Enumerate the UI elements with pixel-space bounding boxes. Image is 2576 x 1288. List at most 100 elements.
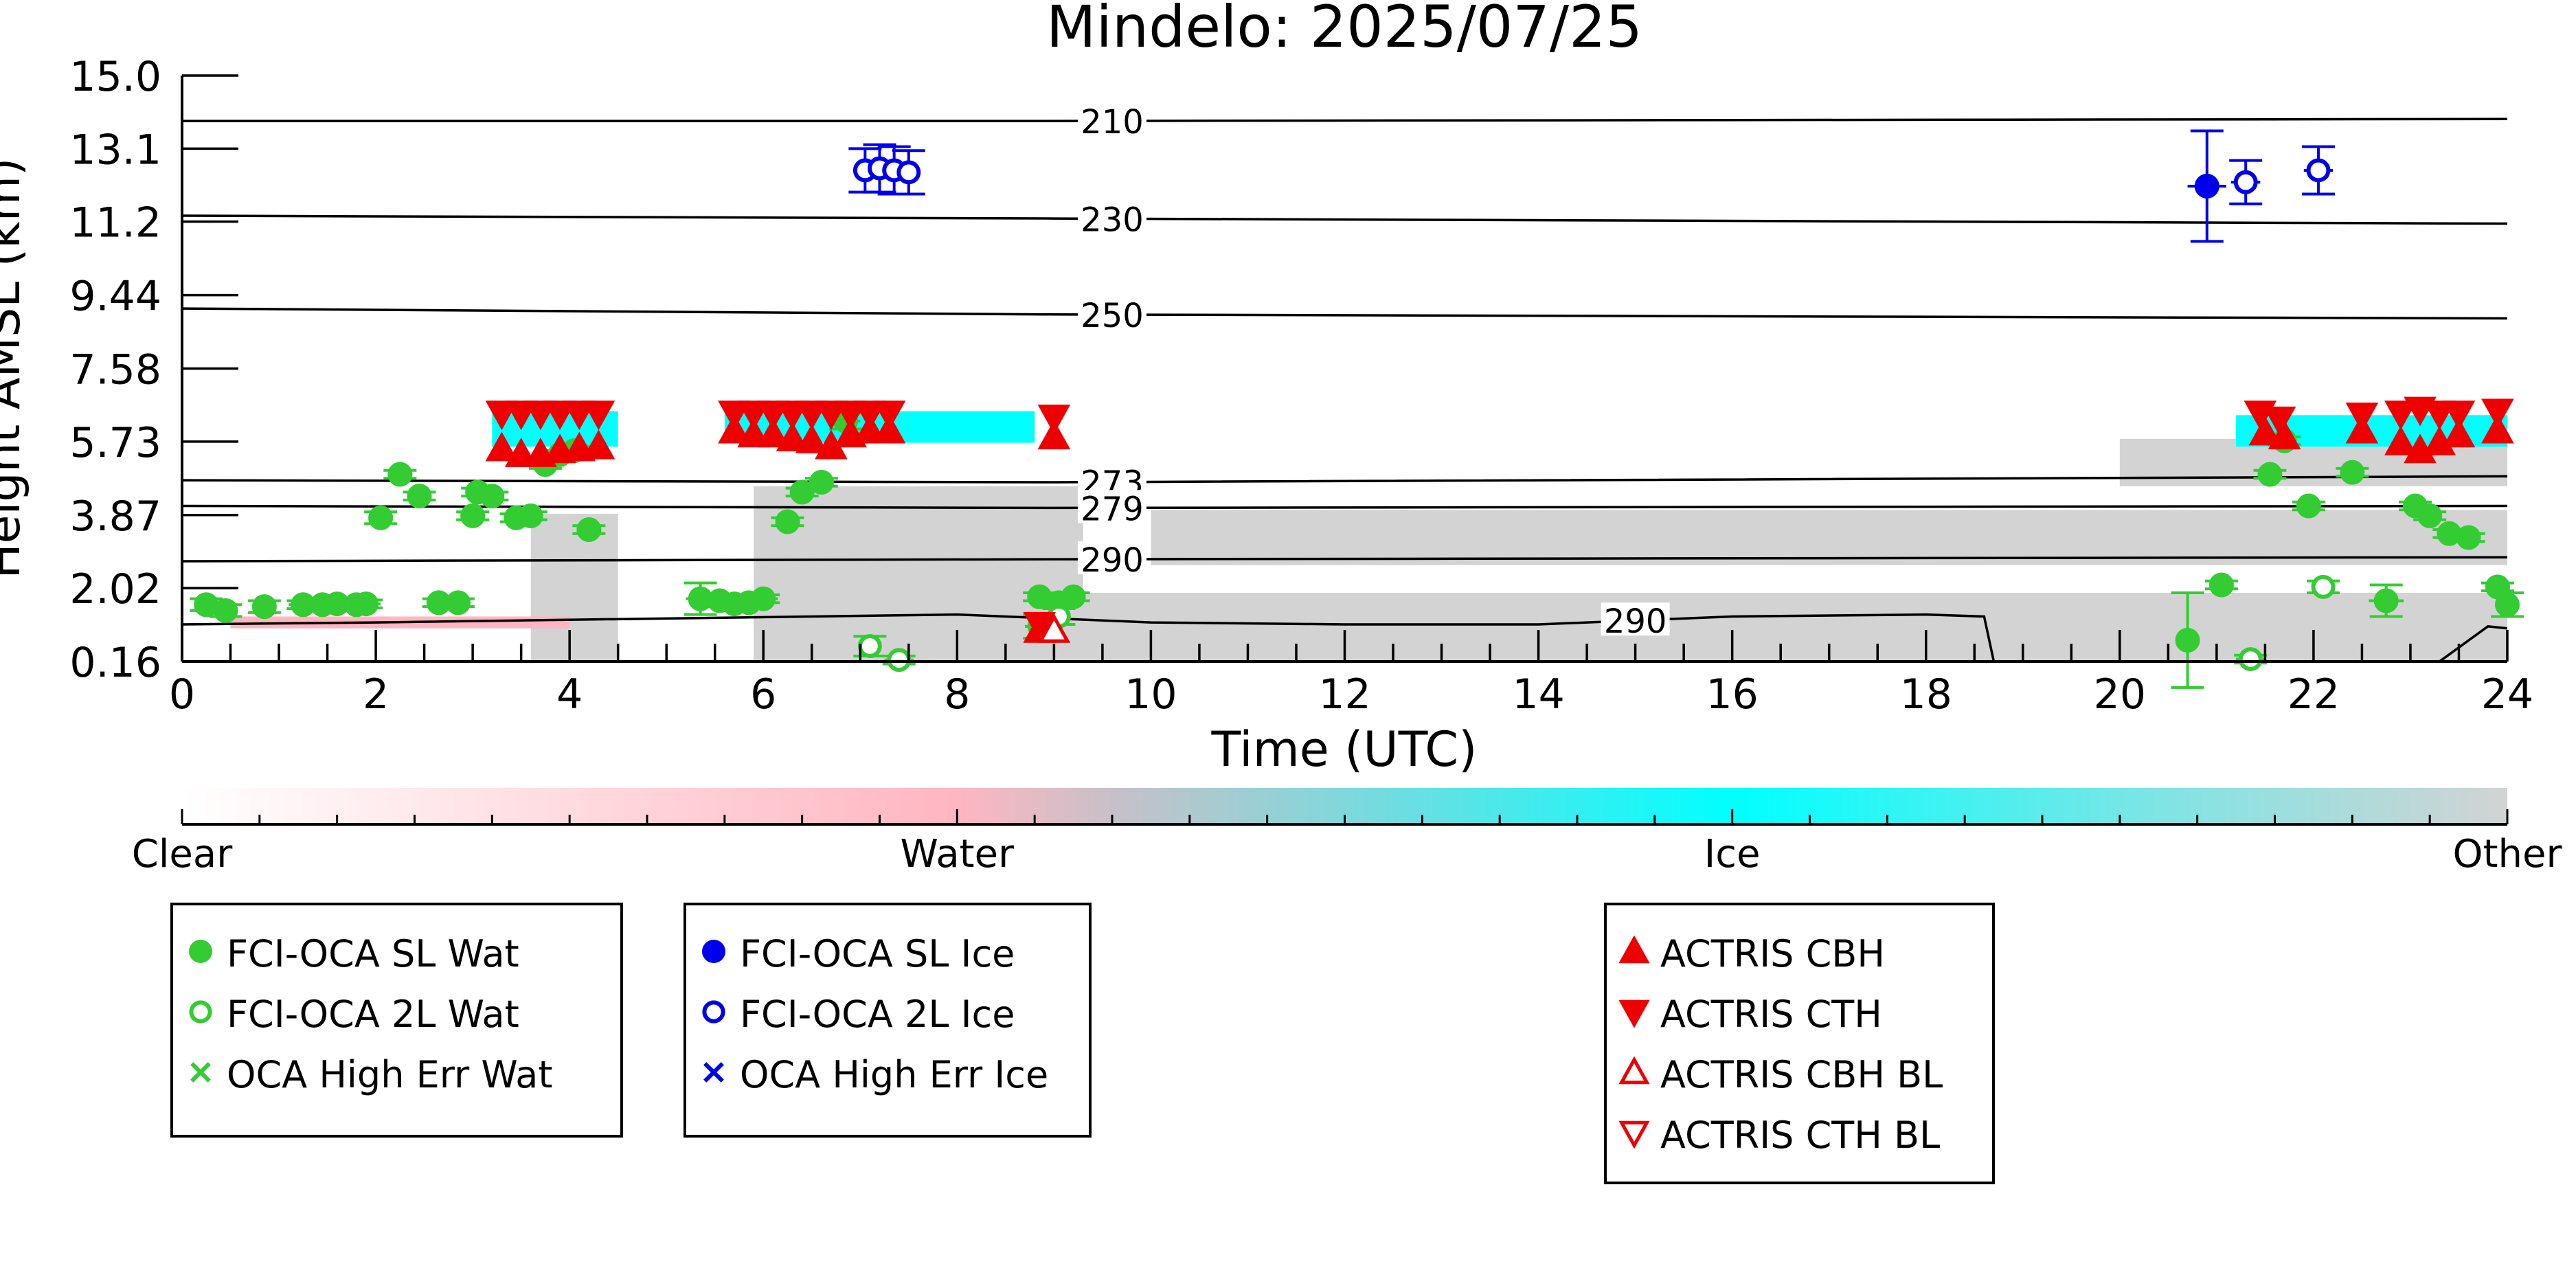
x-tick-label: 20	[2094, 670, 2146, 719]
y-tick-label: 13.1	[69, 126, 161, 174]
fci-oca-2l-ice-point	[896, 160, 921, 185]
fci-oca-sl-wat-point	[576, 517, 602, 543]
legend-marker	[703, 1062, 724, 1083]
x-tick-label: 4	[556, 670, 583, 719]
legend-marker	[1618, 935, 1650, 964]
y-tick-label: 15.0	[69, 53, 161, 101]
fci-oca-2l-wat-point	[857, 634, 882, 659]
colorbar-ticks	[181, 809, 2509, 826]
x-tick-label: 22	[2287, 670, 2340, 719]
fci-oca-sl-wat-point	[2373, 588, 2399, 613]
fci-oca-sl-wat-point	[2208, 572, 2234, 598]
actris-cth-point	[563, 400, 596, 431]
legend-label: OCA High Err Ice	[740, 1053, 1048, 1096]
y-tick-label: 3.87	[69, 493, 161, 541]
fci-oca-sl-wat-point	[518, 503, 543, 528]
isotherm-line	[182, 556, 2507, 563]
colorbar-labels: Clear Water Ice Other	[132, 832, 2563, 877]
fci-oca-sl-wat-point	[2340, 460, 2365, 485]
fci-oca-sl-wat-point	[775, 509, 800, 534]
actris-cbh-point	[485, 431, 519, 462]
legend-label: OCA High Err Wat	[227, 1053, 553, 1096]
fci-oca-sl-wat-point	[2257, 462, 2283, 487]
fci-oca-2l-wat-point	[2238, 647, 2263, 672]
actris-cbh-bl-point	[1037, 613, 1071, 643]
isotherm-label-bg	[1601, 602, 1670, 636]
fci-oca-sl-wat-point	[2296, 493, 2321, 519]
fci-oca-sl-wat-point	[251, 594, 277, 620]
fci-oca-sl-wat-point	[479, 484, 505, 509]
isotherm-label: 230	[1081, 201, 1144, 239]
x-tick-label: 8	[944, 670, 970, 719]
actris-cth-point	[2384, 400, 2417, 431]
fci-oca-sl-wat-point	[213, 598, 238, 623]
fci-oca-sl-wat-point	[2456, 525, 2481, 550]
fci-oca-sl-ice-point	[2194, 173, 2219, 199]
curtain-region-other	[754, 486, 1083, 662]
x-tick-label: 6	[750, 670, 776, 719]
actris-cbh-point	[2268, 420, 2301, 450]
legend-label: ACTRIS CTH BL	[1660, 1114, 1940, 1157]
axes-layer: 0 2 4 6 8 10 12 14 16 18 20 22 240.162.023.875.737.5…	[69, 53, 2533, 719]
y-tick-label: 11.2	[69, 199, 161, 247]
actris-cth-point	[2263, 406, 2296, 436]
legend-marker	[1618, 999, 1650, 1028]
actris-cth-point	[1023, 611, 1057, 642]
y-tick-label: 0.16	[69, 639, 161, 687]
actris-cbh-point	[776, 422, 809, 451]
actris-cth-point	[504, 400, 538, 431]
colorbar-label-clear: Clear	[132, 832, 233, 877]
legend-label: ACTRIS CTH	[1660, 993, 1882, 1036]
fci-oca-sl-wat-point	[2175, 627, 2200, 653]
legend-frame	[1604, 903, 1995, 1184]
legend-frame	[170, 903, 623, 1138]
actris-cth-point	[737, 400, 770, 431]
legend-marker	[702, 1000, 725, 1024]
legend-marker	[1618, 1056, 1650, 1085]
actris-cth-point	[718, 400, 751, 431]
fci-oca-2l-wat-point	[2311, 574, 2336, 599]
fci-oca-sl-wat-point	[445, 590, 471, 615]
isotherm-line	[182, 117, 2507, 122]
isotherm-label: 290	[1604, 602, 1667, 641]
chart-title: Mindelo: 2025/07/25	[1046, 0, 1642, 60]
actris-cth-point	[834, 400, 867, 431]
actris-cbh-point	[2442, 418, 2476, 448]
isotherm-label: 250	[1081, 297, 1144, 335]
isotherm-label: 210	[1081, 103, 1144, 142]
marker-layer	[190, 129, 2524, 689]
actris-cth-point	[776, 400, 809, 431]
x-tick-label: 0	[169, 670, 195, 719]
legend-marker	[189, 1000, 212, 1024]
actris-cth-point	[2423, 400, 2456, 431]
fci-oca-sl-wat-point	[2495, 592, 2520, 618]
legend: FCI-OCA SL Wat FCI-OCA 2L Wat OCA High Err…	[170, 903, 1995, 1184]
fci-oca-sl-wat-point	[2417, 503, 2443, 528]
isotherm-label: 290	[1081, 541, 1144, 580]
fci-oca-2l-ice-point	[2306, 158, 2331, 183]
legend-marker	[1618, 1120, 1650, 1149]
legend-box-2: FCI-OCA SL Ice FCI-OCA 2L Ice OCA High Err…	[683, 903, 1092, 1138]
actris-cbh-point	[2248, 416, 2282, 446]
fci-oca-sl-wat-point	[407, 484, 432, 509]
actris-cth-point	[582, 400, 615, 431]
fci-oca-sl-wat-point	[809, 470, 834, 495]
x-tick-label: 24	[2481, 670, 2533, 719]
fci-oca-sl-wat-point	[751, 586, 776, 611]
legend-label: FCI-OCA SL Wat	[227, 932, 519, 975]
colorbar-label-other: Other	[2452, 832, 2562, 877]
actris-cbh-point	[737, 418, 770, 448]
actris-cbh-point	[2481, 414, 2514, 444]
x-tick-label: 14	[1512, 670, 1564, 719]
legend-marker	[190, 1062, 211, 1083]
legend-label: FCI-OCA 2L Wat	[227, 993, 519, 1036]
fci-oca-2l-ice-point	[2233, 170, 2258, 194]
fci-oca-sl-wat-point	[460, 503, 486, 528]
actris-cbh-point	[504, 438, 538, 467]
isotherm-line	[182, 214, 2507, 225]
y-tick-label: 7.58	[69, 346, 161, 394]
legend-marker	[189, 940, 212, 963]
curtain-region-other	[530, 514, 618, 662]
